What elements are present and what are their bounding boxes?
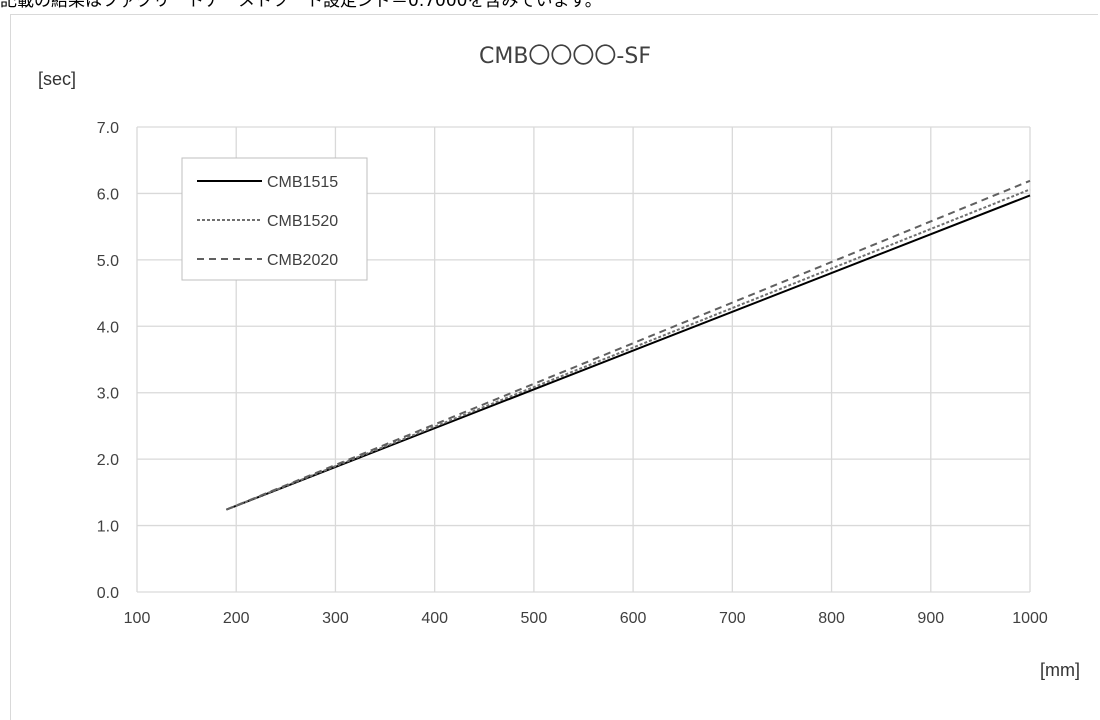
series-line-cmb2020 [225, 179, 1031, 511]
y-axis-label: [sec] [38, 69, 76, 89]
y-tick-label: 4.0 [97, 319, 119, 336]
x-tick-label: 100 [124, 610, 151, 627]
y-tick-label: 5.0 [97, 253, 119, 270]
y-tick-label: 7.0 [97, 120, 119, 137]
x-tick-label: 800 [818, 610, 845, 627]
y-tick-label: 1.0 [97, 519, 119, 536]
y-tick-label: 6.0 [97, 186, 119, 203]
legend: CMB1515 CMB1520 CMB2020 [181, 157, 368, 281]
x-tick-label: 900 [917, 610, 944, 627]
chart-frame [10, 14, 1098, 720]
x-tick-label: 600 [620, 610, 647, 627]
legend-label: CMB1520 [267, 213, 338, 230]
legend-label: CMB1515 [267, 174, 338, 191]
legend-label: CMB2020 [267, 252, 338, 269]
grid-lines [136, 126, 1031, 593]
chart-title: CMB〇〇〇〇-SF [479, 44, 651, 69]
top-caption-text: 記載の結果はファクリ トナ メ゙トツ ト設定ンド＝0.7000を含みでいます。 [0, 0, 602, 11]
series-line-cmb1520 [225, 188, 1031, 511]
x-axis-label: [mm] [1040, 660, 1080, 680]
tick-labels: 100 200 300 400 500 600 700 800 900 1000 0.0 1.0 2.0… [97, 120, 1048, 627]
y-tick-label: 0.0 [97, 585, 119, 602]
x-tick-label: 400 [421, 610, 448, 627]
x-tick-label: 1000 [1012, 610, 1048, 627]
series-line-cmb1515 [225, 194, 1031, 511]
x-tick-label: 300 [322, 610, 349, 627]
x-tick-label: 700 [719, 610, 746, 627]
series-lines [225, 179, 1031, 511]
y-tick-label: 3.0 [97, 386, 119, 403]
y-tick-label: 2.0 [97, 452, 119, 469]
x-tick-label: 500 [521, 610, 548, 627]
x-tick-label: 200 [223, 610, 250, 627]
